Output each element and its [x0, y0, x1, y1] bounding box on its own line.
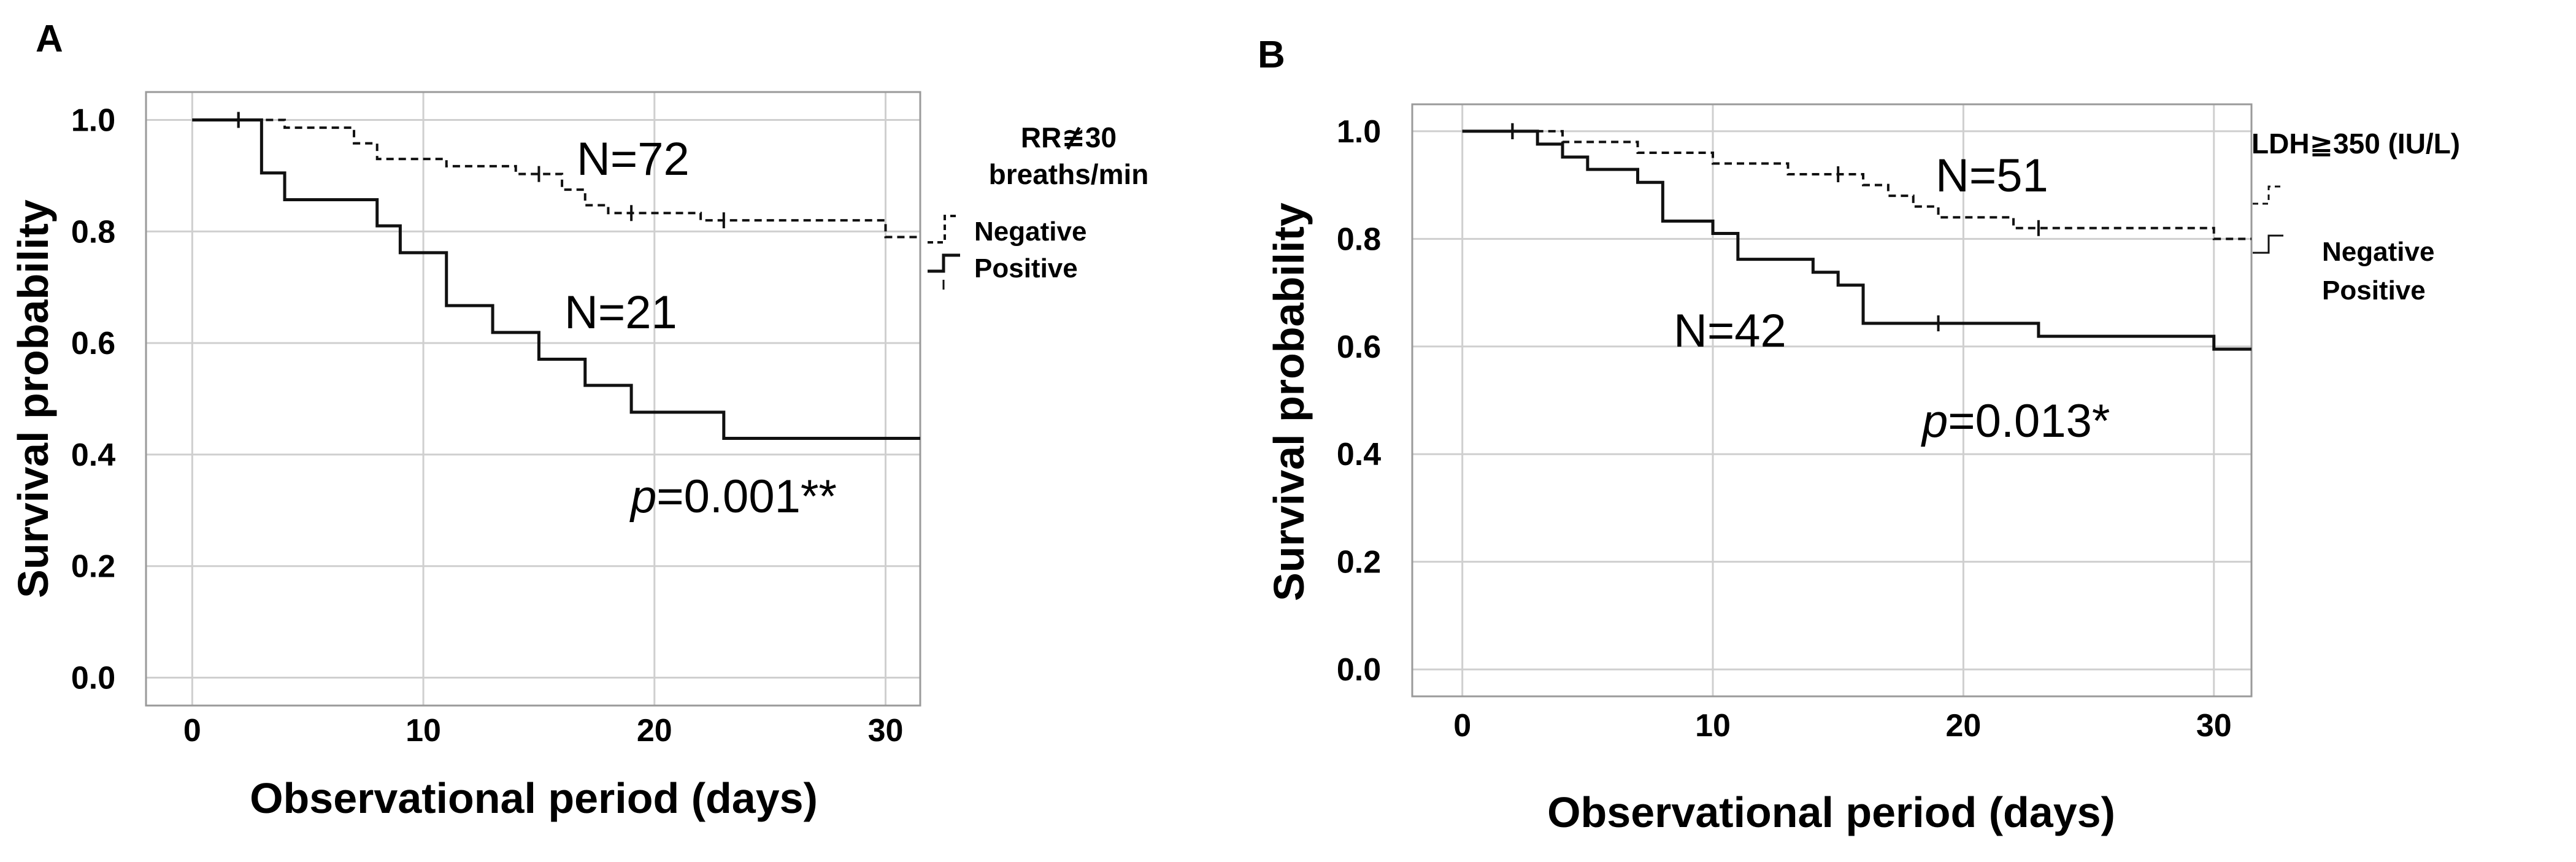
panel-b-p-rest: =0.013*	[1948, 395, 2110, 447]
panel-b: B 0.0 0.2 0.4 0.6 0.8 1.0 0 10 20 30 Observation…	[1258, 34, 2460, 836]
panel-a-legend-negative-label: Negative	[974, 217, 1086, 247]
panel-b-x-tick-label: 10	[1695, 708, 1731, 744]
panel-b-x-tick-label: 30	[2196, 708, 2232, 744]
panel-b-x-ticks: 0 10 20 30	[1453, 708, 2231, 744]
panel-b-legend-positive-label: Positive	[2322, 275, 2426, 306]
panel-a-km-curve-negative	[192, 118, 920, 239]
panel-b-letter: B	[1258, 34, 1285, 76]
panel-a-legend-title-line1: RR≇30	[1021, 121, 1117, 153]
panel-b-y-tick-label: 1.0	[1337, 114, 1381, 150]
panel-a-n-positive: N=21	[564, 287, 677, 339]
panel-a-x-axis-title: Observational period (days)	[250, 774, 818, 822]
panel-b-p-value: p=0.013*	[1921, 395, 2110, 447]
panel-b-y-tick-label: 0.2	[1337, 545, 1381, 580]
panel-b-y-tick-label: 0.8	[1337, 221, 1381, 257]
panel-a-legend-positive-label: Positive	[974, 253, 1078, 283]
panel-a-legend: RR≇30 breaths/min Negative Positive	[928, 121, 1148, 290]
panel-a-plot-frame	[145, 91, 921, 707]
panel-a-x-ticks: 0 10 20 30	[183, 713, 904, 748]
panel-a-y-tick-label: 0.4	[71, 437, 115, 473]
panel-b-plot-frame	[1411, 103, 2253, 698]
panel-a-y-tick-label: 1.0	[71, 102, 115, 138]
panel-a-x-tick-label: 10	[406, 713, 441, 748]
panel-a-letter: A	[36, 18, 63, 60]
panel-a-p-letter: p	[629, 471, 656, 523]
panel-b-y-tick-label: 0.4	[1337, 437, 1381, 472]
panel-b-y-axis-title: Survival probability	[1265, 202, 1313, 601]
panel-b-p-letter: p	[1921, 395, 1948, 447]
panel-b-km-curve-positive	[1462, 129, 2251, 351]
panel-b-y-ticks: 0.0 0.2 0.4 0.6 0.8 1.0	[1337, 114, 1381, 688]
panel-a-km-curve-positive	[192, 118, 920, 441]
panel-b-legend: LDH≧350 (IU/L) Negative Positive	[2251, 128, 2460, 306]
panel-b-legend-title: LDH≧350 (IU/L)	[2251, 128, 2460, 160]
panel-a: A 0.0 0.2 0.4 0.6 0.8 1.0 0 10 20 30 Observation…	[9, 18, 1148, 822]
panel-b-n-positive: N=42	[1674, 305, 1786, 357]
panel-a-curves	[192, 112, 920, 441]
panel-b-curves	[1462, 123, 2251, 351]
panel-b-n-negative: N=51	[1936, 150, 2048, 202]
panel-a-legend-title-line2: breaths/min	[989, 158, 1149, 190]
panel-a-y-tick-label: 0.0	[71, 661, 115, 696]
panel-b-x-tick-label: 20	[1945, 708, 1981, 744]
panel-b-x-tick-label: 0	[1453, 708, 1471, 744]
panel-a-p-value: p=0.001**	[629, 471, 837, 523]
panel-a-legend-positive-swatch	[928, 253, 960, 273]
panel-a-x-tick-label: 20	[637, 713, 672, 748]
panel-a-y-axis-title: Survival probability	[9, 199, 57, 598]
panel-a-n-negative: N=72	[577, 133, 690, 185]
panel-b-y-tick-label: 0.0	[1337, 652, 1381, 688]
panel-a-legend-negative-swatch	[928, 215, 960, 244]
panel-a-y-ticks: 0.0 0.2 0.4 0.6 0.8 1.0	[71, 102, 115, 696]
panel-a-p-rest: =0.001**	[656, 471, 837, 523]
panel-b-km-curve-negative	[1462, 129, 2251, 241]
panel-b-grid	[1412, 104, 2251, 696]
panel-b-legend-negative-swatch	[2253, 185, 2283, 205]
panel-a-x-tick-label: 30	[868, 713, 904, 748]
panel-b-y-tick-label: 0.6	[1337, 329, 1381, 365]
panel-b-x-axis-title: Observational period (days)	[1547, 788, 2115, 836]
panel-b-legend-positive-swatch	[2253, 234, 2283, 254]
panel-a-grid	[146, 92, 920, 706]
panel-a-y-tick-label: 0.6	[71, 326, 115, 361]
panel-b-legend-negative-label: Negative	[2322, 237, 2434, 267]
panel-a-y-tick-label: 0.2	[71, 549, 115, 585]
panel-a-x-tick-label: 0	[183, 713, 201, 748]
panel-a-y-tick-label: 0.8	[71, 214, 115, 250]
